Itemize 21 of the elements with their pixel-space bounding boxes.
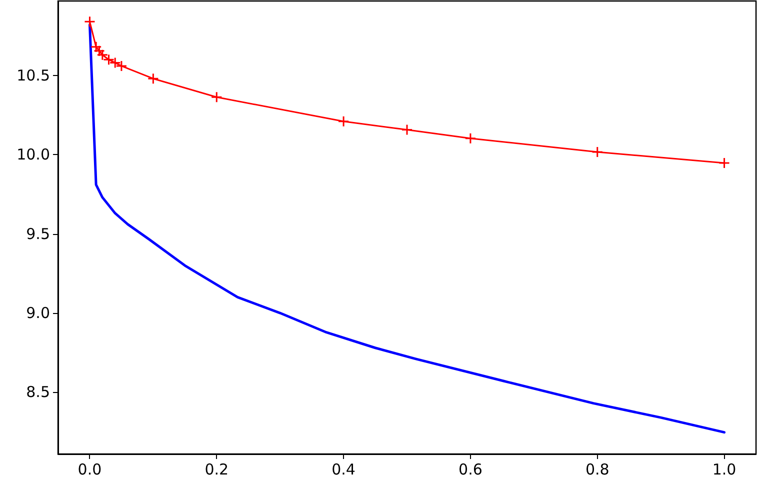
x-tick-label: 0.2 [204,460,229,478]
point [210,91,222,103]
x-tick-label: 0.6 [458,460,482,478]
point [464,132,476,144]
point [147,72,159,84]
y-tick-label: 9.5 [26,224,50,243]
x-tick-label: 0.4 [332,460,356,478]
x-tick-label: 0.0 [78,460,102,478]
point [84,16,96,28]
point [93,45,105,57]
y-tick-label: 10.0 [16,146,50,164]
y-tick-label: 8.5 [26,383,50,402]
line-series [88,24,726,434]
x-tick-label: 1.0 [712,460,736,478]
y-tick-label: 10.5 [16,66,50,84]
y-tick-label: 9.0 [26,304,50,322]
point [401,124,413,136]
point [592,146,604,158]
point [338,116,350,128]
x-tick-label: 0.8 [585,460,610,478]
point [718,157,730,169]
